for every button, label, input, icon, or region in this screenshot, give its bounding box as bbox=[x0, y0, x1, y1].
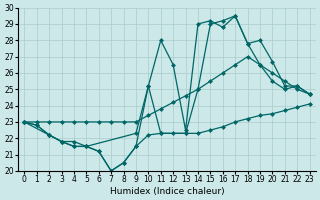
X-axis label: Humidex (Indice chaleur): Humidex (Indice chaleur) bbox=[110, 187, 224, 196]
